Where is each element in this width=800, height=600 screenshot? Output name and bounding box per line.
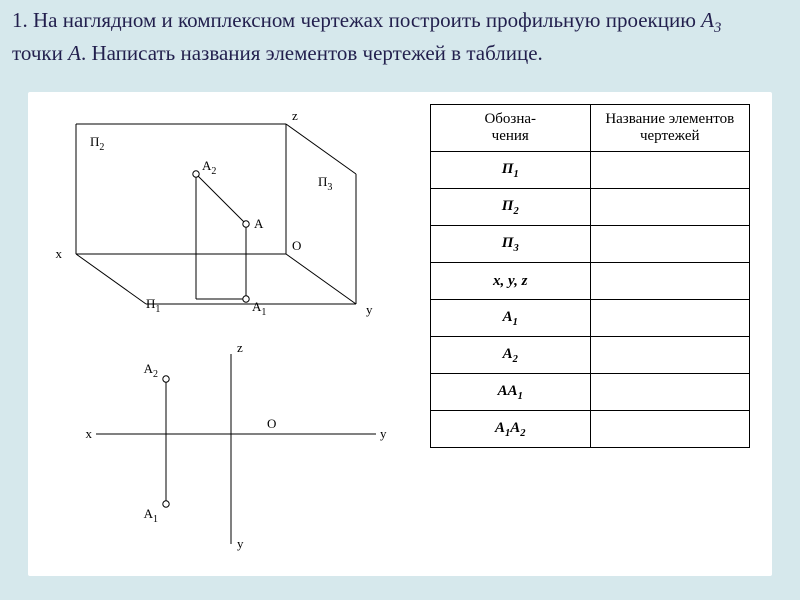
svg-text:y: y bbox=[237, 536, 244, 551]
title-text-1: 1. На наглядном и комплексном чертежах п… bbox=[12, 8, 701, 32]
svg-text:П3: П3 bbox=[318, 174, 332, 193]
table-value bbox=[590, 226, 750, 263]
title-text-2: точки bbox=[12, 41, 68, 65]
table-header-col1: Обозна- чения bbox=[431, 105, 591, 152]
svg-text:O: O bbox=[292, 238, 301, 253]
elements-table: Обозна- чения Название элементов чертеже… bbox=[430, 104, 750, 448]
table-row: A2 bbox=[431, 337, 750, 374]
svg-text:y: y bbox=[380, 426, 387, 441]
table-header-row: Обозна- чения Название элементов чертеже… bbox=[431, 105, 750, 152]
svg-text:O: O bbox=[267, 416, 276, 431]
title-a3-base: A bbox=[701, 8, 714, 32]
diagrams-svg: z x y П2 П3 П1 O A A2 A1 x y z y O A2 A1 bbox=[46, 102, 416, 566]
svg-text:z: z bbox=[237, 340, 243, 355]
svg-text:A2: A2 bbox=[144, 361, 158, 380]
svg-text:y: y bbox=[366, 302, 373, 317]
svg-text:A1: A1 bbox=[252, 299, 266, 318]
title-a3-sub: 3 bbox=[714, 20, 721, 36]
title-text-3: . Написать названия элементов чертежей в… bbox=[81, 41, 543, 65]
table-row: A1A2 bbox=[431, 411, 750, 448]
content-panel: zxyП2П3П1OAA2A1xyzyOA2A1 Обозна- чения Н… bbox=[28, 92, 772, 576]
table-value bbox=[590, 374, 750, 411]
svg-text:z: z bbox=[292, 108, 298, 123]
task-title: 1. На наглядном и комплексном чертежах п… bbox=[12, 6, 788, 67]
table-row: П1 bbox=[431, 152, 750, 189]
table-value bbox=[590, 189, 750, 226]
svg-text:П1: П1 bbox=[146, 296, 160, 315]
table-value bbox=[590, 300, 750, 337]
table-value bbox=[590, 152, 750, 189]
table-key: П3 bbox=[431, 226, 591, 263]
table-area: Обозна- чения Название элементов чертеже… bbox=[430, 104, 750, 448]
svg-text:A2: A2 bbox=[202, 158, 216, 177]
svg-text:A1: A1 bbox=[144, 506, 158, 525]
table-key: AA1 bbox=[431, 374, 591, 411]
svg-text:A: A bbox=[254, 216, 264, 231]
table-header-col2: Название элементов чертежей bbox=[590, 105, 750, 152]
table-key: A1A2 bbox=[431, 411, 591, 448]
table-key: A1 bbox=[431, 300, 591, 337]
table-value bbox=[590, 411, 750, 448]
table-row: П2 bbox=[431, 189, 750, 226]
svg-text:П2: П2 bbox=[90, 134, 104, 153]
table-key: A2 bbox=[431, 337, 591, 374]
diagram-area: z x y П2 П3 П1 O A A2 A1 x y z y O A2 A1 bbox=[46, 102, 416, 566]
table-key: П2 bbox=[431, 189, 591, 226]
table-value bbox=[590, 263, 750, 300]
title-point: A bbox=[68, 41, 81, 65]
svg-text:x: x bbox=[86, 426, 93, 441]
table-key: П1 bbox=[431, 152, 591, 189]
table-key: x, y, z bbox=[431, 263, 591, 300]
table-row: П3 bbox=[431, 226, 750, 263]
table-value bbox=[590, 337, 750, 374]
table-row: A1 bbox=[431, 300, 750, 337]
svg-text:x: x bbox=[56, 246, 63, 261]
table-row: x, y, z bbox=[431, 263, 750, 300]
table-row: AA1 bbox=[431, 374, 750, 411]
